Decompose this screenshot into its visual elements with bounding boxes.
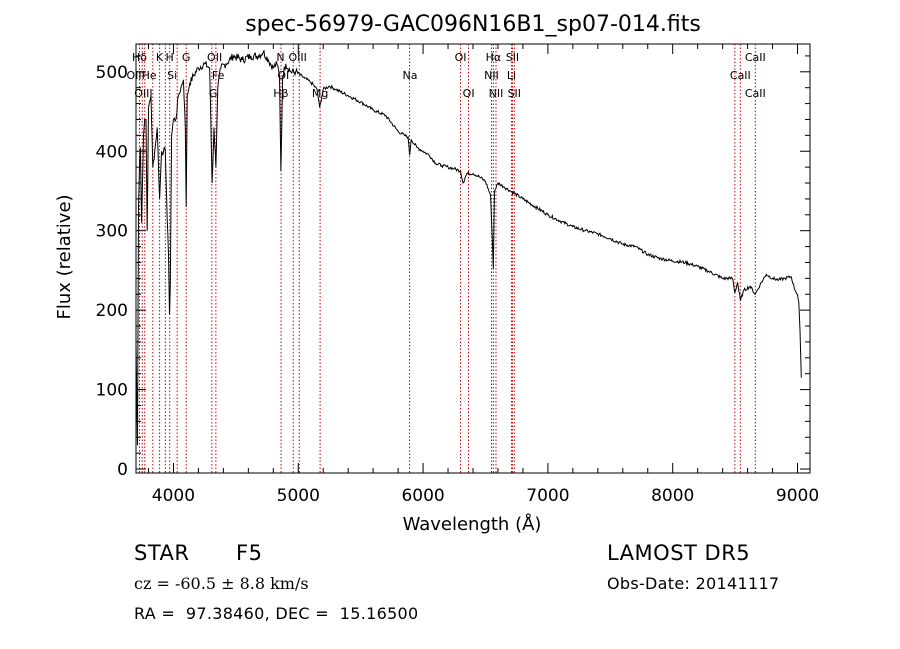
spectral-line-label: OI — [463, 87, 475, 100]
y-tick-label: 0 — [117, 460, 128, 480]
x-axis-label: Wavelength (Å) — [403, 513, 542, 535]
spectral-line-markers — [138, 44, 756, 473]
y-tick-label: 200 — [96, 301, 128, 321]
x-tick-label: 4000 — [152, 486, 195, 506]
spectral-line-label: CaII — [745, 51, 766, 64]
x-tick-label: 6000 — [401, 486, 444, 506]
x-tick-label: 9000 — [776, 486, 819, 506]
spectral-line-label: OII — [207, 51, 222, 64]
y-tick-label: 300 — [96, 222, 128, 242]
plot-area — [135, 43, 811, 474]
redshift-readout: cz = -60.5 ± 8.8 km/s — [134, 574, 309, 593]
spectral-line-label: N — [276, 51, 284, 64]
spectral-line-label: OIIHe — [127, 69, 157, 82]
y-tick-label: 100 — [96, 381, 128, 401]
coordinates-readout: RA = 97.38460, DEC = 15.16500 — [134, 604, 419, 623]
x-tick-label: 8000 — [651, 486, 694, 506]
spectral-line-label: G — [209, 87, 218, 100]
spectral-line-label: Hα — [486, 51, 502, 64]
spectrum-series-line — [135, 49, 802, 446]
x-tick-label: 5000 — [277, 486, 320, 506]
spectral-line-label: Mg — [312, 87, 328, 100]
spectral-line-label: Li — [507, 69, 516, 82]
spectral-line-label: Hβ — [273, 87, 288, 100]
object-class: STAR — [134, 541, 190, 565]
chart-title: spec-56979-GAC096N16B1_sp07-014.fits — [245, 12, 701, 37]
spectral-line-label: CaII — [730, 69, 751, 82]
survey-name: LAMOST DR5 — [607, 541, 751, 565]
y-axis-label: Flux (relative) — [54, 194, 75, 319]
spectral-line-label: SII — [508, 87, 521, 100]
spectral-line-label: Na — [402, 69, 417, 82]
spectral-line-label: OIII — [288, 51, 306, 64]
spectral-line-label: SII — [506, 51, 519, 64]
y-axis-ticks: 0 100 200 300 400 500 — [96, 55, 810, 480]
spectral-line-label: NII — [484, 69, 499, 82]
spectral-line-label: H — [166, 51, 174, 64]
spectral-line-label: K — [156, 51, 164, 64]
y-tick-label: 400 — [96, 142, 128, 162]
spectral-line-label: CaII — [745, 87, 766, 100]
spectral-line-label: Hδ — [132, 51, 147, 64]
spectral-line-label: Si — [167, 69, 177, 82]
spectral-line-label: OIII — [134, 87, 152, 100]
y-tick-label: 500 — [96, 63, 128, 83]
spectral-line-label: G — [182, 51, 191, 64]
x-axis-ticks: 4000 5000 6000 7000 8000 9000 — [147, 44, 819, 506]
spectral-line-label: OI — [455, 51, 467, 64]
observation-date: Obs-Date: 20141117 — [607, 574, 780, 593]
x-tick-label: 7000 — [526, 486, 569, 506]
spectral-line-label: NII — [489, 87, 504, 100]
spectral-line-label: Fe — [212, 69, 225, 82]
spectral-subclass: F5 — [236, 541, 263, 565]
